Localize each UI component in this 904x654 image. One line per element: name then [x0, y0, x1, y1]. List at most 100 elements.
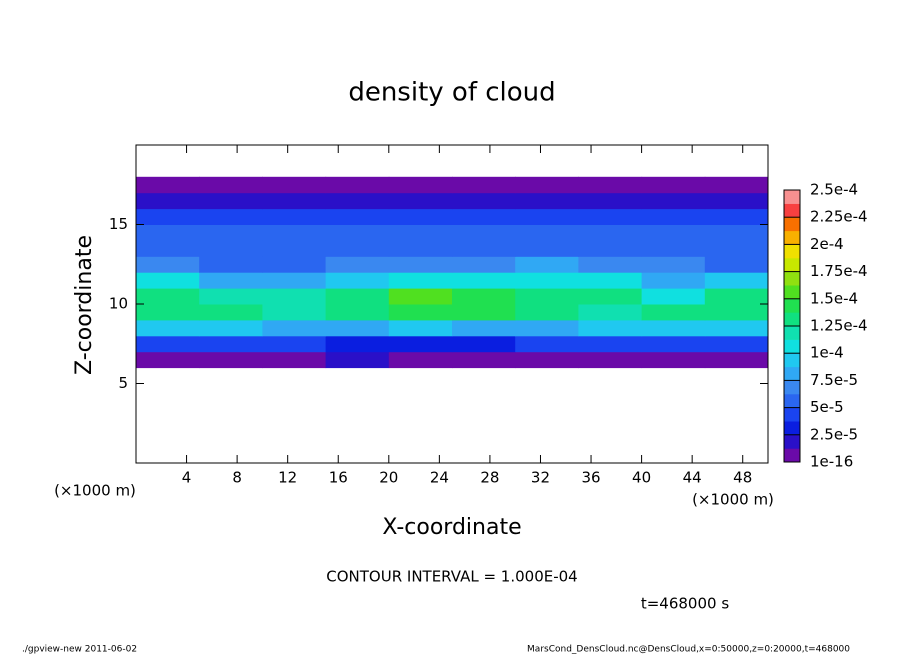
cell [262, 240, 327, 257]
y-axis-label: Z-coordinate [72, 235, 97, 375]
cell [515, 240, 579, 257]
colorbar-swatch [784, 407, 800, 422]
cell [199, 351, 263, 369]
cell [641, 272, 706, 289]
cell [136, 176, 200, 194]
cell [578, 304, 643, 321]
cell [515, 224, 579, 241]
cell [641, 304, 706, 321]
cell [199, 272, 263, 289]
colorbar-label: 2e-4 [810, 235, 844, 253]
cell [452, 256, 516, 273]
colorbar-swatch [784, 394, 800, 408]
cell [262, 192, 327, 210]
x-tick-label: 36 [581, 469, 600, 487]
cell [262, 256, 327, 273]
cell [136, 272, 200, 289]
cell [325, 351, 390, 369]
cell [262, 272, 327, 289]
cell [452, 272, 516, 289]
cell [388, 272, 453, 289]
cell [325, 256, 390, 273]
cell [452, 304, 516, 321]
cell [578, 208, 643, 225]
cell [578, 192, 643, 210]
cell [388, 176, 453, 194]
colorbar-swatch [784, 190, 800, 204]
x-tick-label: 28 [480, 469, 499, 487]
time-label: t=468000 s [641, 595, 729, 613]
colorbar-label: 1.75e-4 [810, 262, 868, 280]
cell [388, 256, 453, 273]
colorbar-label: 2.5e-5 [810, 425, 858, 443]
cell [325, 272, 390, 289]
colorbar-swatch [784, 434, 800, 449]
cell [452, 224, 516, 241]
cell [136, 240, 200, 257]
x-unit: (×1000 m) [692, 491, 774, 509]
cell [262, 208, 327, 225]
cell [452, 351, 516, 369]
cell [704, 304, 769, 321]
cell [704, 272, 769, 289]
x-tick-label: 8 [232, 469, 242, 487]
colorbar-swatch [784, 380, 800, 395]
colorbar-swatch [784, 285, 800, 300]
cell [578, 240, 643, 257]
cell [452, 319, 516, 337]
cell [325, 192, 390, 210]
footer-left: ./gpview-new 2011-06-02 [22, 645, 137, 654]
footer-right: MarsCond_DensCloud.nc@DensCloud,x=0:5000… [527, 645, 850, 654]
y-unit: (×1000 m) [54, 482, 136, 500]
cell [578, 319, 643, 337]
cell [199, 319, 263, 337]
cell [704, 351, 769, 369]
cell [388, 351, 453, 369]
cell [578, 272, 643, 289]
cell [704, 192, 769, 210]
cell [136, 319, 200, 337]
cell [641, 176, 706, 194]
cell [704, 335, 769, 353]
cell [578, 335, 643, 353]
cell [704, 208, 769, 225]
cell [388, 192, 453, 210]
cell [515, 304, 579, 321]
y-tick-label: 15 [109, 215, 128, 233]
cell [515, 192, 579, 210]
cell [578, 224, 643, 241]
cell [452, 192, 516, 210]
cell [641, 208, 706, 225]
cell [704, 256, 769, 273]
x-tick-label: 20 [379, 469, 398, 487]
cell [136, 208, 200, 225]
y-tick-label: 5 [118, 374, 128, 392]
cell [641, 256, 706, 273]
colorbar-label: 7.5e-5 [810, 371, 858, 389]
colorbar-label: 2.5e-4 [810, 181, 858, 199]
cell [641, 224, 706, 241]
cell [325, 176, 390, 194]
cell [199, 208, 263, 225]
x-axis-label: X-coordinate [382, 515, 521, 540]
colorbar-label: 5e-5 [810, 398, 844, 416]
colorbar-label: 2.25e-4 [810, 208, 868, 226]
colorbar-swatch [784, 230, 800, 245]
cell [262, 176, 327, 194]
colorbar-swatch [784, 312, 800, 327]
cell [704, 288, 769, 305]
cell [262, 319, 327, 337]
cell [136, 192, 200, 210]
cell [199, 335, 263, 353]
cell [136, 335, 200, 353]
cell [262, 304, 327, 321]
colorbar-swatch [784, 217, 800, 232]
cell [515, 272, 579, 289]
x-tick-label: 24 [430, 469, 449, 487]
cell [452, 208, 516, 225]
cell [704, 319, 769, 337]
cell [388, 240, 453, 257]
cell [388, 208, 453, 225]
